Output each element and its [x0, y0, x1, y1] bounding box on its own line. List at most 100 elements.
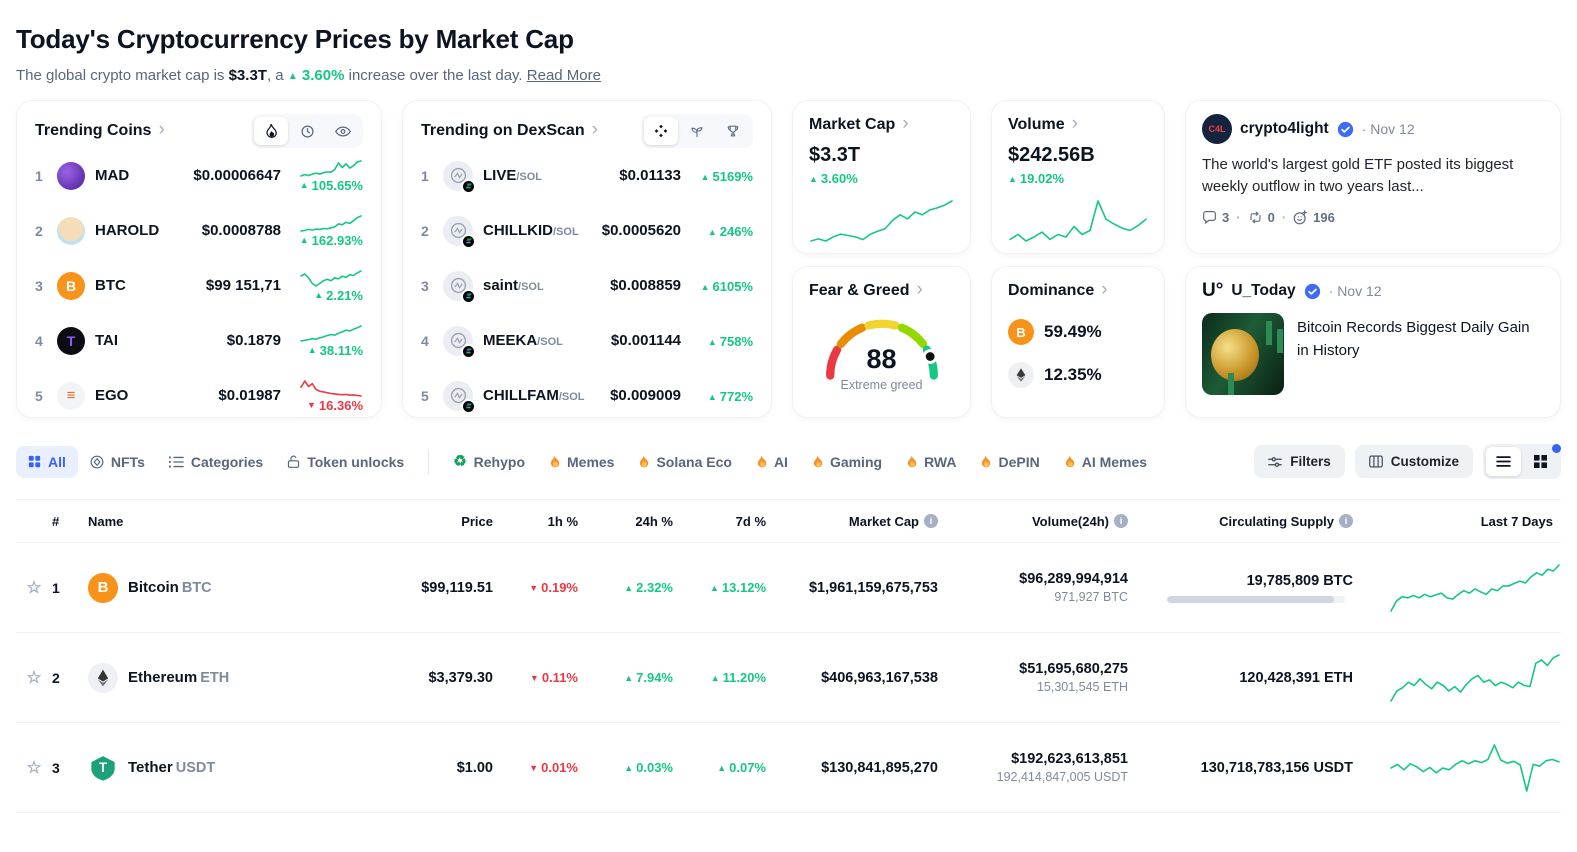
- market-cap-link[interactable]: Market Cap ›: [809, 113, 909, 134]
- news-card[interactable]: C4L crypto4light · Nov 12 The world's la…: [1185, 100, 1561, 254]
- solana-badge-icon: [461, 178, 476, 194]
- table-row[interactable]: ☆ 3 T Tether USDT $1.00 ▼ 0.01% ▲ 0.03% ▲ 0.…: [16, 723, 1561, 813]
- chip-ai-memes[interactable]: AI Memes: [1052, 446, 1159, 478]
- list-lines-icon: [168, 455, 184, 468]
- dexscan-row[interactable]: 4 MEEKA/SOL $0.001144 ▲ 758%: [421, 313, 753, 368]
- grid-view-button[interactable]: [1523, 444, 1561, 476]
- ethereum-icon: [88, 662, 118, 693]
- header-name[interactable]: Name: [88, 513, 124, 529]
- dexscan-row[interactable]: 1 LIVE/SOL $0.01133 ▲ 5169%: [421, 148, 753, 203]
- author-name[interactable]: U_Today: [1231, 282, 1296, 299]
- market-cap-sparkline: [809, 199, 954, 243]
- tab-categories[interactable]: Categories: [157, 446, 275, 478]
- last-7-days-chart[interactable]: [1361, 563, 1561, 613]
- header-7d[interactable]: 7d %: [735, 513, 766, 529]
- header-rank[interactable]: #: [52, 513, 60, 529]
- change-7d: ▲ 0.07%: [717, 760, 766, 775]
- watchlist-star-button[interactable]: ☆: [26, 757, 42, 777]
- comment-icon[interactable]: [1202, 210, 1217, 225]
- change-1h: ▼ 0.19%: [529, 580, 578, 595]
- up-arrow-icon: ▲: [1008, 173, 1017, 184]
- post-text: The world's largest gold ETF posted its …: [1202, 156, 1514, 195]
- chip-depin[interactable]: DePIN: [968, 446, 1051, 478]
- flame-icon: [550, 454, 560, 467]
- stats-cards-section: Trending Coins › 1 MAD $0.0000: [16, 100, 1561, 418]
- trending-coin-row[interactable]: 2 HAROLD $0.0008788 ▲ 162.93%: [35, 203, 363, 258]
- trending-recent-tab[interactable]: [290, 117, 324, 145]
- read-more-link[interactable]: Read More: [526, 67, 601, 84]
- dexscan-row[interactable]: 2 CHILLKID/SOL $0.0005620 ▲ 246%: [421, 203, 753, 258]
- bitcoin-icon: B: [1008, 319, 1034, 345]
- utoday-logo: U°: [1202, 280, 1224, 301]
- chip-ai[interactable]: AI: [744, 446, 800, 478]
- verified-badge-icon: [1304, 283, 1320, 299]
- filters-button[interactable]: Filters: [1254, 445, 1345, 478]
- header-market-cap[interactable]: Market Cap i: [774, 514, 946, 529]
- tab-all[interactable]: All: [16, 445, 78, 478]
- volume-change: ▲ 19.02%: [1008, 171, 1065, 186]
- chip-rehypo[interactable]: ♻ Rehypo: [453, 453, 525, 470]
- trending-coin-row[interactable]: 4 T TAI $0.1879 ▲ 38.11%: [35, 313, 363, 368]
- fear-greed-link[interactable]: Fear & Greed ›: [809, 279, 923, 300]
- info-icon[interactable]: i: [1114, 514, 1128, 528]
- trending-coin-row[interactable]: 5 ≡ EGO $0.01987 ▼ 16.36%: [35, 368, 363, 423]
- header-1h[interactable]: 1h %: [547, 513, 578, 529]
- coin-avatar: [57, 161, 85, 190]
- article-thumbnail[interactable]: [1202, 313, 1284, 395]
- dexscan-gainers-tab[interactable]: [716, 117, 750, 145]
- reaction-icon[interactable]: [1293, 209, 1308, 225]
- btc-dominance-row[interactable]: B 59.49%: [1008, 319, 1148, 345]
- customize-button[interactable]: Customize: [1354, 445, 1473, 478]
- news-card[interactable]: U° U_Today · Nov 12 Bitcoin Records Bigg…: [1185, 266, 1561, 418]
- dexscan-new-tab[interactable]: [680, 117, 714, 145]
- global-market-cap-value: $3.3T: [228, 67, 267, 84]
- trending-coins-view-switch: [251, 114, 363, 148]
- up-arrow-icon: ▲: [717, 762, 727, 773]
- flame-icon: [907, 454, 917, 467]
- info-icon[interactable]: i: [1339, 514, 1353, 528]
- pair-avatar: [443, 325, 476, 359]
- info-icon[interactable]: i: [924, 514, 938, 528]
- tab-nfts[interactable]: NFTs: [78, 446, 157, 478]
- trending-coin-row[interactable]: 1 MAD $0.00006647 ▲ 105.65%: [35, 148, 363, 203]
- chip-gaming[interactable]: Gaming: [800, 446, 894, 478]
- header-circulating-supply[interactable]: Circulating Supply i: [1136, 514, 1361, 529]
- dexscan-row[interactable]: 5 CHILLFAM/SOL $0.009009 ▲ 772%: [421, 368, 753, 423]
- watchlist-star-button[interactable]: ☆: [26, 577, 42, 597]
- dexscan-link[interactable]: Trending on DexScan ›: [421, 119, 598, 140]
- up-arrow-icon: ▲: [314, 290, 324, 300]
- dexscan-row[interactable]: 3 saint/SOL $0.008859 ▲ 6105%: [421, 258, 753, 313]
- chip-memes[interactable]: Memes: [537, 446, 626, 478]
- list-view-icon: [1496, 456, 1511, 467]
- trending-hot-tab[interactable]: [254, 117, 288, 145]
- gauge-indicator-dot: [922, 349, 938, 364]
- chip-solana-eco[interactable]: Solana Eco: [626, 446, 743, 478]
- trending-coin-row[interactable]: 3 B BTC $99 151,71 ▲ 2.21%: [35, 258, 363, 313]
- trending-coins-link[interactable]: Trending Coins ›: [35, 119, 165, 140]
- watchlist-star-button[interactable]: ☆: [26, 667, 42, 687]
- header-24h[interactable]: 24h %: [635, 513, 673, 529]
- last-7-days-chart[interactable]: [1361, 743, 1561, 793]
- volume-value: $242.56B: [1008, 144, 1095, 166]
- chevron-right-icon: ›: [591, 119, 598, 140]
- filter-toolbar: All NFTs Categories Token unlocks ♻ Rehy…: [16, 444, 1561, 479]
- article-headline[interactable]: Bitcoin Records Biggest Daily Gain in Hi…: [1297, 319, 1530, 359]
- repost-icon[interactable]: [1248, 211, 1263, 224]
- author-name[interactable]: crypto4light: [1240, 120, 1329, 137]
- list-view-button[interactable]: [1486, 447, 1521, 476]
- trending-watchlist-tab[interactable]: [326, 117, 360, 145]
- chip-rwa[interactable]: RWA: [894, 446, 968, 478]
- eth-dominance-row[interactable]: 12.35%: [1008, 362, 1148, 388]
- change-1h: ▼ 0.01%: [529, 760, 578, 775]
- tab-token-unlocks[interactable]: Token unlocks: [275, 446, 416, 478]
- header-volume[interactable]: Volume(24h) i: [946, 514, 1136, 529]
- dexscan-pairs-tab[interactable]: [644, 117, 678, 145]
- dominance-link[interactable]: Dominance ›: [1008, 279, 1108, 300]
- table-row[interactable]: ☆ 1 B Bitcoin BTC $99,119.51 ▼ 0.19% ▲ 2.32…: [16, 543, 1561, 633]
- dexscan-view-switch: [641, 114, 753, 148]
- last-7-days-chart[interactable]: [1361, 653, 1561, 703]
- volume-link[interactable]: Volume ›: [1008, 113, 1078, 134]
- up-arrow-icon: ▲: [700, 281, 710, 292]
- header-price[interactable]: Price: [461, 513, 493, 529]
- table-row[interactable]: ☆ 2 Ethereum ETH $3,379.30 ▼ 0.11% ▲ 7.94% …: [16, 633, 1561, 723]
